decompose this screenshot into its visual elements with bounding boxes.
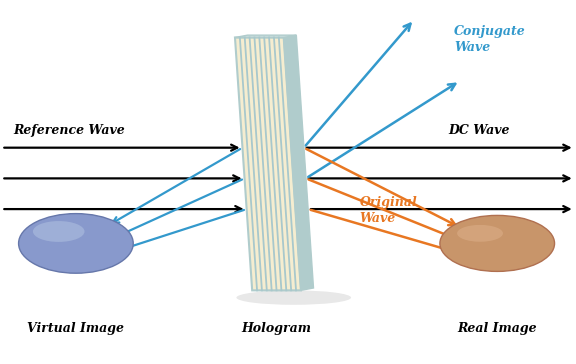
Text: DC Wave: DC Wave xyxy=(449,124,510,137)
Ellipse shape xyxy=(18,214,133,273)
Text: Reference Wave: Reference Wave xyxy=(13,124,124,137)
Ellipse shape xyxy=(457,225,503,242)
Ellipse shape xyxy=(440,215,555,272)
Text: Virtual Image: Virtual Image xyxy=(28,322,124,335)
Polygon shape xyxy=(235,37,301,290)
Polygon shape xyxy=(284,35,313,290)
Ellipse shape xyxy=(236,290,351,305)
Text: Hologram: Hologram xyxy=(241,322,312,335)
Polygon shape xyxy=(235,35,296,37)
Text: Conjugate
Wave: Conjugate Wave xyxy=(454,25,526,54)
Text: Real Image: Real Image xyxy=(457,322,537,335)
Text: Original
Wave: Original Wave xyxy=(359,197,418,225)
Ellipse shape xyxy=(33,221,85,242)
